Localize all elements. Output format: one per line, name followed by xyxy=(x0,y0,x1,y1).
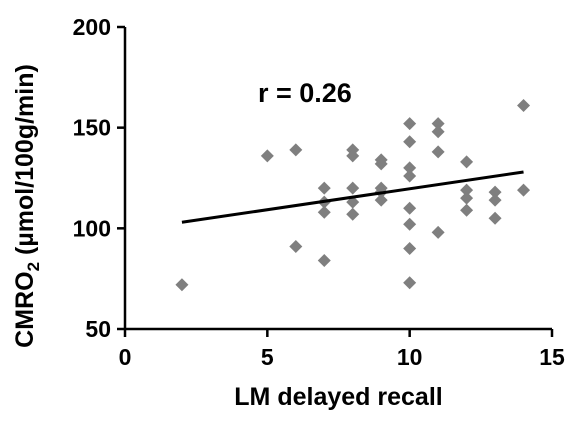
data-point xyxy=(431,145,445,159)
data-point xyxy=(317,254,331,268)
data-point xyxy=(346,149,360,163)
data-point xyxy=(374,193,388,207)
ticks: 0 5 10 15 50 100 150 200 xyxy=(73,14,565,370)
y-axis-title-subscript: 2 xyxy=(24,262,43,271)
y-tick-label: 100 xyxy=(73,215,111,241)
correlation-annotation: r = 0.26 xyxy=(258,78,352,108)
data-point xyxy=(289,239,303,253)
data-point xyxy=(403,135,417,149)
data-point xyxy=(403,217,417,231)
x-tick-label: 5 xyxy=(261,344,274,370)
data-point xyxy=(260,149,274,163)
data-point xyxy=(431,225,445,239)
x-tick-label: 0 xyxy=(119,344,132,370)
data-point xyxy=(517,99,531,113)
data-point xyxy=(460,155,474,169)
data-point xyxy=(431,117,445,131)
data-point xyxy=(346,207,360,221)
data-point xyxy=(289,143,303,157)
y-tick-label: 200 xyxy=(73,14,111,40)
data-point xyxy=(317,205,331,219)
y-tick-label: 50 xyxy=(85,316,111,342)
data-point xyxy=(403,117,417,131)
y-tick-label: 150 xyxy=(73,115,111,141)
data-point xyxy=(517,183,531,197)
axes xyxy=(123,27,552,331)
y-axis-title: CMRO2 (µmol/100g/min) xyxy=(11,64,43,348)
y-axis-title-main: CMRO xyxy=(11,271,39,347)
data-point xyxy=(431,125,445,139)
data-point xyxy=(460,203,474,217)
data-point xyxy=(403,169,417,183)
trend-line xyxy=(181,170,524,224)
data-point xyxy=(175,278,189,292)
y-axis-title-unit: (µmol/100g/min) xyxy=(11,64,39,262)
x-tick-label: 10 xyxy=(397,344,423,370)
data-point xyxy=(346,181,360,195)
data-points xyxy=(175,99,531,292)
data-point xyxy=(403,241,417,255)
data-point xyxy=(374,157,388,171)
data-point xyxy=(488,211,502,225)
data-point xyxy=(460,191,474,205)
x-tick-label: 15 xyxy=(539,344,565,370)
data-point xyxy=(317,181,331,195)
data-point xyxy=(403,161,417,175)
data-point xyxy=(488,193,502,207)
data-point xyxy=(403,201,417,215)
data-point xyxy=(488,185,502,199)
data-point xyxy=(460,183,474,197)
x-axis-title: LM delayed recall xyxy=(234,383,442,411)
data-point xyxy=(403,276,417,290)
